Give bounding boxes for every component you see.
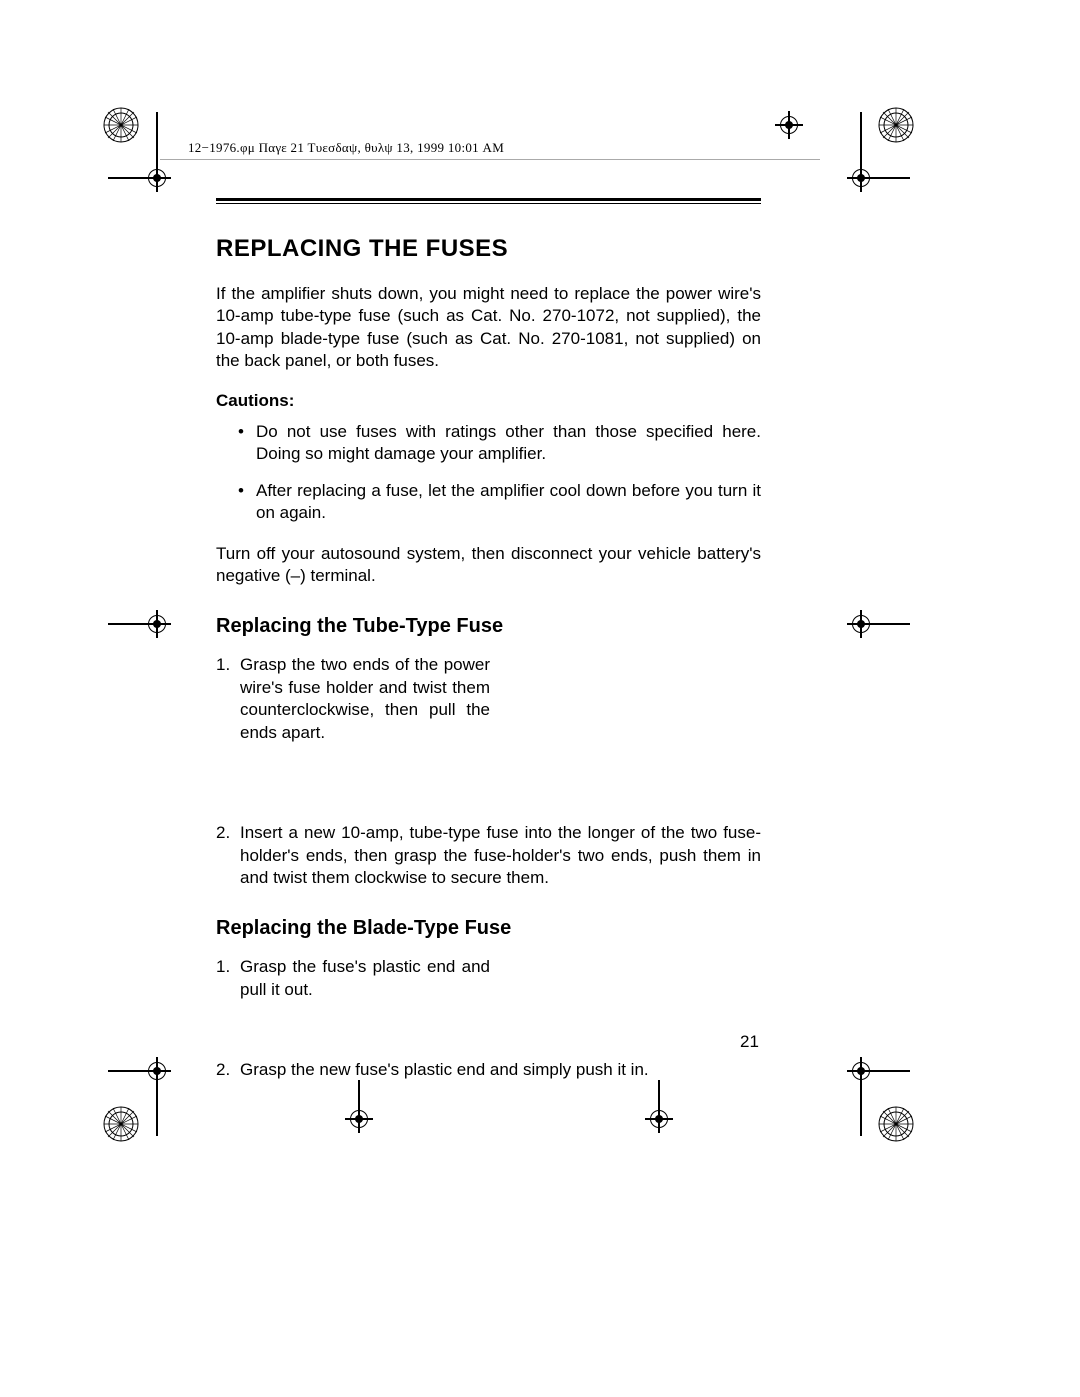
crop-mark <box>874 1070 910 1072</box>
blade-step: Grasp the fuse's plastic end and pull it… <box>216 956 490 1001</box>
crop-mark <box>156 112 158 164</box>
blade-steps-cont: Grasp the new fuse's plastic end and sim… <box>216 1059 761 1081</box>
tube-steps: Grasp the two ends of the power wire's f… <box>216 654 761 744</box>
registration-mark-icon <box>143 164 171 192</box>
blade-step: Grasp the new fuse's plastic end and sim… <box>216 1059 761 1081</box>
cautions-list: Do not use fuses with ratings other than… <box>216 421 761 525</box>
crop-mark <box>156 1084 158 1136</box>
blade-steps: Grasp the fuse's plastic end and pull it… <box>216 956 761 1001</box>
caution-item: After replacing a fuse, let the amplifie… <box>226 480 761 525</box>
registration-mark-icon <box>847 610 875 638</box>
crop-mark <box>108 177 144 179</box>
crop-mark <box>860 112 862 164</box>
pre-step-paragraph: Turn off your autosound system, then dis… <box>216 543 761 588</box>
registration-mark-icon <box>143 610 171 638</box>
crop-mark <box>860 1084 862 1136</box>
caution-item: Do not use fuses with ratings other than… <box>226 421 761 466</box>
section-heading-blade: Replacing the Blade-Type Fuse <box>216 917 761 940</box>
crop-mark <box>108 623 144 625</box>
registration-mark-icon <box>775 111 803 139</box>
crop-mark <box>874 177 910 179</box>
section-heading-tube: Replacing the Tube-Type Fuse <box>216 615 761 638</box>
illustration-placeholder <box>216 762 761 822</box>
running-head: 12−1976.φμ Παγε 21 Τυεσδαψ, θυλψ 13, 199… <box>188 140 504 156</box>
page-title: REPLACING THE FUSES <box>216 235 761 263</box>
registration-mark-icon <box>847 1057 875 1085</box>
tube-step: Grasp the two ends of the power wire's f… <box>216 654 490 744</box>
registration-mark-icon <box>847 164 875 192</box>
page-number: 21 <box>740 1032 759 1052</box>
tube-step: Insert a new 10-amp, tube-type fuse into… <box>216 822 761 889</box>
title-rule <box>216 198 761 204</box>
header-divider <box>160 159 820 160</box>
crop-mark <box>874 623 910 625</box>
crop-mark <box>108 1070 144 1072</box>
illustration-placeholder <box>216 1019 761 1059</box>
crop-mark <box>358 1080 360 1106</box>
printer-knurl-icon <box>877 106 915 144</box>
intro-paragraph: If the amplifier shuts down, you might n… <box>216 283 761 373</box>
registration-mark-icon <box>143 1057 171 1085</box>
crop-mark <box>658 1080 660 1106</box>
registration-mark-icon <box>345 1105 373 1133</box>
registration-mark-icon <box>645 1105 673 1133</box>
printer-knurl-icon <box>102 1105 140 1143</box>
cautions-label: Cautions: <box>216 391 761 411</box>
printer-knurl-icon <box>877 1105 915 1143</box>
printer-knurl-icon <box>102 106 140 144</box>
content-area: REPLACING THE FUSES If the amplifier shu… <box>216 235 761 1100</box>
page-root: 12−1976.φμ Παγε 21 Τυεσδαψ, θυλψ 13, 199… <box>0 0 1080 1397</box>
tube-steps-cont: Insert a new 10-amp, tube-type fuse into… <box>216 822 761 889</box>
